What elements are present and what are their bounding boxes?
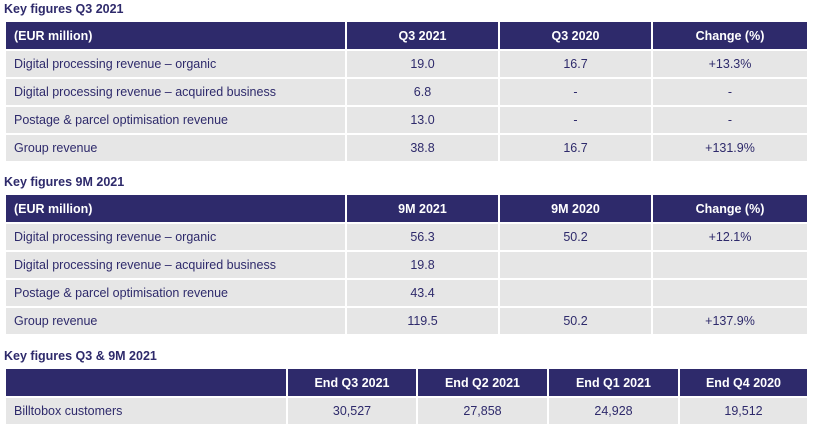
key-figures-9m-table: (EUR million) 9M 2021 9M 2020 Change (%)… (4, 193, 809, 336)
row-label: Digital processing revenue – acquired bu… (4, 77, 347, 107)
cell-value: 50.2 (498, 222, 653, 252)
cell-value: 38.8 (345, 133, 500, 163)
cell-value: 27,858 (416, 396, 549, 426)
key-figures-customers-table: End Q3 2021 End Q2 2021 End Q1 2021 End … (4, 367, 809, 426)
table-row: Postage & parcel optimisation revenue 43… (4, 278, 809, 308)
cell-value: 30,527 (286, 396, 418, 426)
cell-value: 24,928 (547, 396, 680, 426)
table-row: Digital processing revenue – organic 19.… (4, 49, 809, 79)
section-title-q3: Key figures Q3 2021 (4, 2, 124, 16)
column-header: End Q4 2020 (678, 367, 809, 398)
cell-value: 19.0 (345, 49, 500, 79)
section-title-customers: Key figures Q3 & 9M 2021 (4, 349, 157, 363)
cell-value: +131.9% (651, 133, 809, 163)
cell-value (498, 250, 653, 280)
column-header: End Q2 2021 (416, 367, 549, 398)
table-header-row: (EUR million) Q3 2021 Q3 2020 Change (%) (4, 20, 809, 51)
cell-value (651, 278, 809, 308)
column-header: Q3 2020 (498, 20, 653, 51)
column-header: 9M 2021 (345, 193, 500, 224)
cell-value: 16.7 (498, 133, 653, 163)
column-header (4, 367, 288, 398)
cell-value: 19.8 (345, 250, 500, 280)
cell-value: 13.0 (345, 105, 500, 135)
cell-value: 6.8 (345, 77, 500, 107)
cell-value: - (498, 77, 653, 107)
row-label: Digital processing revenue – organic (4, 49, 347, 79)
column-header: 9M 2020 (498, 193, 653, 224)
row-label: Billtobox customers (4, 396, 288, 426)
table-header-row: End Q3 2021 End Q2 2021 End Q1 2021 End … (4, 367, 809, 398)
cell-value: +12.1% (651, 222, 809, 252)
cell-value: - (651, 105, 809, 135)
cell-value: 56.3 (345, 222, 500, 252)
column-header: End Q1 2021 (547, 367, 680, 398)
cell-value: 50.2 (498, 306, 653, 336)
cell-value: - (651, 77, 809, 107)
column-header: (EUR million) (4, 193, 347, 224)
table-header-row: (EUR million) 9M 2021 9M 2020 Change (%) (4, 193, 809, 224)
cell-value: 19,512 (678, 396, 809, 426)
table-row: Digital processing revenue – acquired bu… (4, 250, 809, 280)
row-label: Group revenue (4, 133, 347, 163)
row-label: Postage & parcel optimisation revenue (4, 105, 347, 135)
table-row: Digital processing revenue – organic 56.… (4, 222, 809, 252)
column-header: (EUR million) (4, 20, 347, 51)
key-figures-q3-table: (EUR million) Q3 2021 Q3 2020 Change (%)… (4, 20, 809, 163)
column-header: Change (%) (651, 20, 809, 51)
row-label: Postage & parcel optimisation revenue (4, 278, 347, 308)
cell-value: 119.5 (345, 306, 500, 336)
column-header: Q3 2021 (345, 20, 500, 51)
cell-value: 16.7 (498, 49, 653, 79)
row-label: Digital processing revenue – acquired bu… (4, 250, 347, 280)
table-row: Group revenue 38.8 16.7 +131.9% (4, 133, 809, 163)
section-title-9m: Key figures 9M 2021 (4, 175, 125, 189)
cell-value: +13.3% (651, 49, 809, 79)
cell-value (498, 278, 653, 308)
column-header: End Q3 2021 (286, 367, 418, 398)
row-label: Group revenue (4, 306, 347, 336)
table-row: Group revenue 119.5 50.2 +137.9% (4, 306, 809, 336)
table-row: Postage & parcel optimisation revenue 13… (4, 105, 809, 135)
cell-value: 43.4 (345, 278, 500, 308)
cell-value: - (498, 105, 653, 135)
row-label: Digital processing revenue – organic (4, 222, 347, 252)
cell-value (651, 250, 809, 280)
cell-value: +137.9% (651, 306, 809, 336)
table-row: Billtobox customers 30,527 27,858 24,928… (4, 396, 809, 426)
column-header: Change (%) (651, 193, 809, 224)
table-row: Digital processing revenue – acquired bu… (4, 77, 809, 107)
